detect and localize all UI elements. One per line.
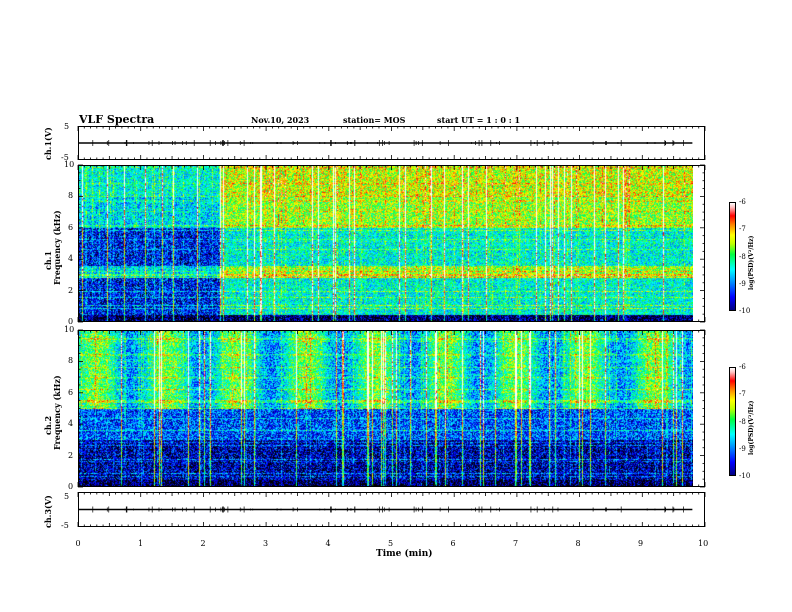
freq-tick-label: 6: [68, 222, 74, 232]
ch1-spectrogram-ylabel-ch: ch.1: [43, 250, 53, 270]
colorbar-tick-label: -9: [739, 444, 746, 453]
x-tick-label: 5: [388, 539, 394, 548]
x-tick-label: 4: [325, 539, 331, 548]
x-tick-label: 8: [575, 539, 581, 548]
ch1-ytick-top: 5: [64, 122, 70, 131]
freq-tick-label: 2: [68, 285, 74, 295]
x-tick-label: 0: [75, 539, 81, 548]
ch3-waveform-ylabel: ch.3(V): [43, 495, 53, 528]
freq-tick-label: 10: [64, 160, 75, 169]
freq-tick-label: 10: [64, 325, 75, 334]
ch2-spectrogram-ylabel-ch: ch.2: [43, 415, 53, 435]
colorbar-tick-label: -7: [739, 390, 746, 399]
ch1-waveform-ylabel: ch.1(V): [43, 127, 53, 160]
colorbar-tick-label: -6: [739, 198, 746, 206]
x-tick-label: 6: [450, 539, 456, 548]
freq-tick-label: 6: [68, 387, 74, 397]
x-tick-label: 1: [138, 539, 144, 548]
ch3-waveform-plot: [77, 492, 706, 527]
freq-tick-label: 0: [68, 482, 74, 491]
ch1-colorbar: [729, 202, 736, 311]
freq-tick-label: 8: [68, 356, 74, 366]
colorbar-tick-label: -9: [739, 279, 746, 288]
ch1-colorbar-label: log(PSD)(V²/Hz): [748, 235, 755, 290]
x-tick-label: 7: [513, 539, 519, 548]
colorbar-tick-label: -10: [739, 472, 751, 480]
freq-tick-label: 4: [68, 254, 74, 264]
colorbar-tick-label: -7: [739, 225, 746, 234]
x-tick-label: 9: [638, 539, 644, 548]
ch1-spectrogram-image: [79, 166, 693, 321]
ch2-spectrogram-ylabel-freq: Frequency (kHz): [52, 375, 62, 450]
x-tick-label: 3: [263, 539, 269, 548]
ch3-ytick-top: 5: [64, 492, 70, 501]
ch2-spectrogram-image: [79, 331, 693, 486]
station-label: station= MOS: [343, 115, 406, 125]
ch1-ytick-bottom: -5: [61, 153, 69, 162]
freq-tick-label: 2: [68, 450, 74, 460]
freq-tick-label: 4: [68, 419, 74, 429]
freq-tick-label: 8: [68, 191, 74, 201]
ch2-spectrogram-axes: [77, 329, 706, 488]
x-tick-label: 2: [200, 539, 206, 548]
colorbar-tick-label: -8: [739, 417, 746, 426]
ch1-spectrogram-axes: [77, 164, 706, 323]
x-axis-label: Time (min): [376, 549, 433, 559]
colorbar-tick-label: -8: [739, 252, 746, 261]
x-tick-label: 10: [698, 539, 709, 548]
ch2-colorbar: [729, 367, 736, 476]
ch3-ytick-bottom: -5: [61, 521, 69, 530]
colorbar-tick-label: -10: [739, 307, 751, 315]
date-label: Nov.10, 2023: [251, 115, 310, 125]
ch1-waveform-plot: [77, 126, 706, 160]
start-time-label: start UT = 1 : 0 : 1: [437, 115, 521, 125]
ch2-colorbar-label: log(PSD)(V²/Hz): [748, 400, 755, 455]
chart-title: VLF Spectra: [79, 113, 155, 126]
colorbar-tick-label: -6: [739, 363, 746, 371]
freq-tick-label: 0: [68, 317, 74, 326]
ch1-spectrogram-ylabel-freq: Frequency (kHz): [52, 210, 62, 285]
